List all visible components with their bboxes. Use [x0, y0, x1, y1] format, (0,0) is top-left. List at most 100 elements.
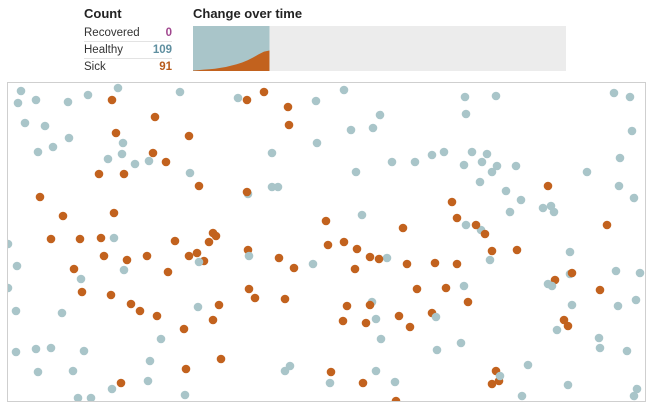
healthy-dot [390, 377, 400, 387]
healthy-dot [622, 346, 632, 356]
count-title: Count [84, 6, 122, 21]
count-row-recovered: Recovered 0 [84, 25, 172, 42]
sick-dot [181, 364, 191, 374]
sick-dot [152, 311, 162, 321]
sick-dot [170, 236, 180, 246]
healthy-dot [467, 147, 477, 157]
healthy-dot [460, 92, 470, 102]
healthy-dot [40, 121, 50, 131]
sick-dot [244, 284, 254, 294]
healthy-dot [233, 93, 243, 103]
healthy-dot [491, 91, 501, 101]
sick-dot [259, 87, 269, 97]
sick-dot [463, 297, 473, 307]
healthy-dot [325, 378, 335, 388]
sick-dot [447, 197, 457, 207]
healthy-dot [130, 159, 140, 169]
healthy-dot [565, 247, 575, 257]
sick-dot [116, 378, 126, 388]
healthy-dot [73, 393, 83, 403]
healthy-dot [48, 142, 58, 152]
healthy-dot [3, 239, 13, 249]
healthy-dot [11, 347, 21, 357]
healthy-dot [382, 253, 392, 263]
sick-dot [398, 223, 408, 233]
sick-dot [46, 234, 56, 244]
count-label: Sick [84, 61, 106, 73]
healthy-dot [145, 356, 155, 366]
healthy-dot [103, 154, 113, 164]
sick-dot [192, 248, 202, 258]
healthy-dot [185, 168, 195, 178]
healthy-dot [13, 98, 23, 108]
sick-dot [77, 287, 87, 297]
sick-dot [75, 234, 85, 244]
healthy-dot [511, 161, 521, 171]
healthy-dot [180, 390, 190, 400]
sick-dot [194, 181, 204, 191]
healthy-dot [477, 157, 487, 167]
sick-dot [119, 169, 129, 179]
count-value: 109 [152, 44, 172, 56]
healthy-dot [86, 393, 96, 403]
healthy-dot [156, 334, 166, 344]
healthy-dot [312, 138, 322, 148]
healthy-dot [631, 295, 641, 305]
sick-dot [107, 95, 117, 105]
healthy-dot [267, 182, 277, 192]
sick-dot [69, 264, 79, 274]
healthy-dot [244, 251, 254, 261]
healthy-dot [594, 333, 604, 343]
healthy-dot [459, 160, 469, 170]
sick-dot [361, 318, 371, 328]
healthy-dot [567, 300, 577, 310]
healthy-dot [311, 96, 321, 106]
healthy-dot [273, 182, 283, 192]
healthy-dot [119, 265, 129, 275]
healthy-dot [351, 167, 361, 177]
healthy-dot [609, 88, 619, 98]
healthy-dot [33, 147, 43, 157]
healthy-dot [79, 346, 89, 356]
healthy-dot [501, 186, 511, 196]
healthy-dot [523, 360, 533, 370]
sick-dot [208, 315, 218, 325]
healthy-dot [625, 92, 635, 102]
sick-dot [135, 306, 145, 316]
healthy-dot [485, 255, 495, 265]
sick-dot [365, 300, 375, 310]
healthy-dot [632, 384, 642, 394]
sick-dot [323, 240, 333, 250]
healthy-dot [461, 109, 471, 119]
sick-dot [567, 268, 577, 278]
sick-dot [471, 220, 481, 230]
sick-dot [280, 294, 290, 304]
sick-dot [35, 192, 45, 202]
healthy-dot [629, 391, 639, 401]
healthy-dot [285, 361, 295, 371]
healthy-dot [109, 233, 119, 243]
healthy-dot [475, 177, 485, 187]
sick-dot [374, 254, 384, 264]
healthy-dot [582, 167, 592, 177]
sick-dot [214, 300, 224, 310]
healthy-dot [193, 302, 203, 312]
count-label: Healthy [84, 44, 123, 56]
sick-dot [358, 378, 368, 388]
sick-dot [512, 245, 522, 255]
healthy-dot [482, 149, 492, 159]
sick-dot [161, 157, 171, 167]
sick-dot [274, 253, 284, 263]
healthy-dot [432, 345, 442, 355]
healthy-dot [459, 281, 469, 291]
sick-dot [352, 244, 362, 254]
sick-dot [163, 267, 173, 277]
sick-dot [543, 181, 553, 191]
sick-dot [211, 231, 221, 241]
healthy-dot [427, 150, 437, 160]
healthy-dot [371, 314, 381, 324]
healthy-dot [629, 193, 639, 203]
count-panel: Count Recovered 0 Healthy 109 Sick 91 [84, 5, 172, 75]
sick-dot [405, 322, 415, 332]
healthy-dot [517, 391, 527, 401]
